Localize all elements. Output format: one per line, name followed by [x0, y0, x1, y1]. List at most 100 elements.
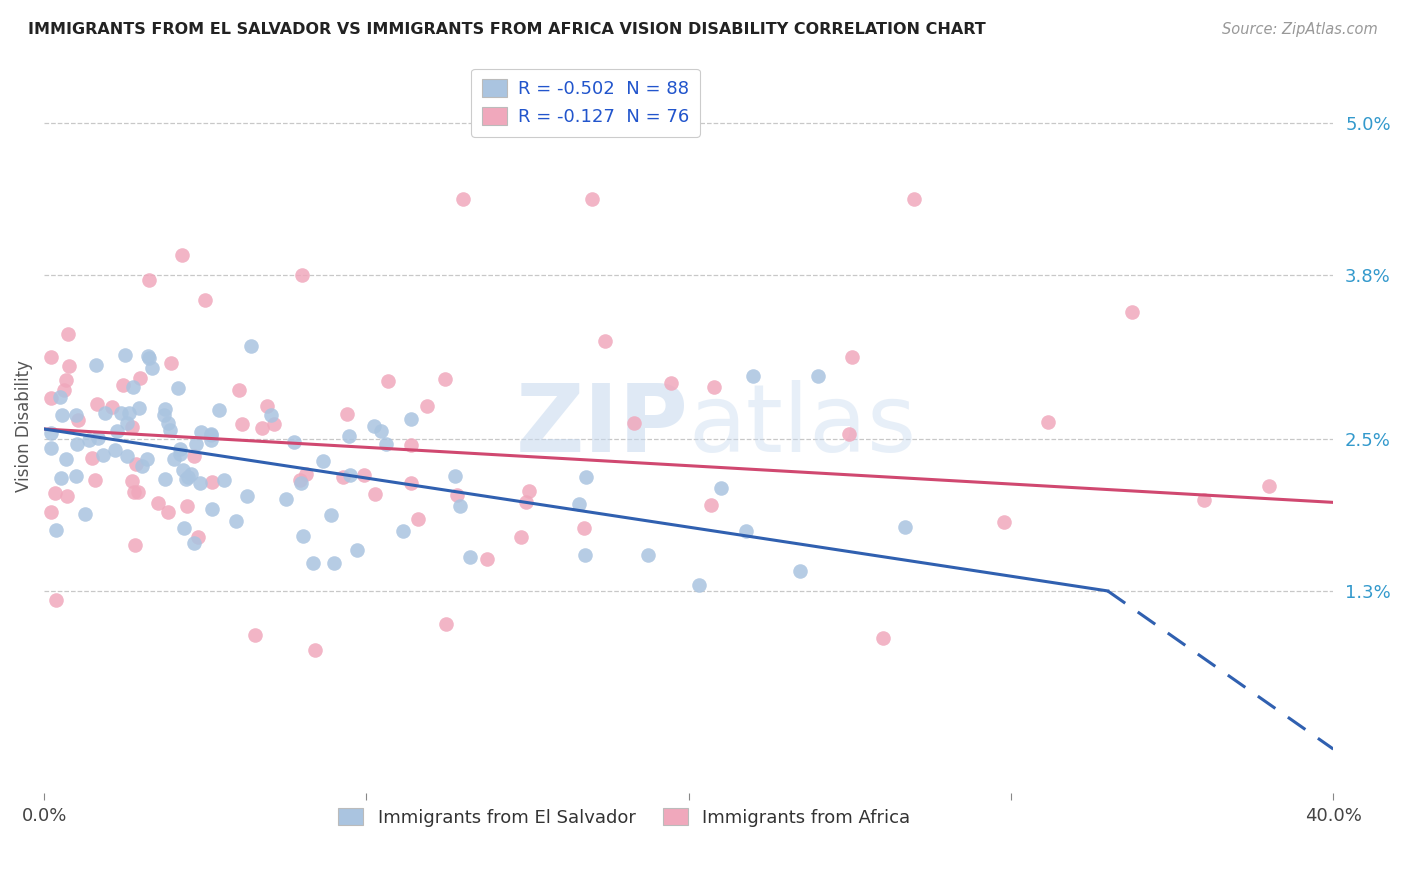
Point: [128, 401, 150, 416]
Point: [148, 495, 170, 509]
Point: [574, 548, 596, 562]
Point: [993, 516, 1015, 530]
Point: [121, 419, 143, 434]
Point: [353, 468, 375, 483]
Point: [1036, 415, 1059, 429]
Point: [124, 485, 146, 500]
Point: [124, 457, 146, 471]
Point: [169, 442, 191, 456]
Point: [290, 476, 312, 491]
Point: [138, 350, 160, 364]
Point: [55, 451, 77, 466]
Point: [240, 339, 263, 353]
Point: [84, 358, 107, 372]
Point: [48, 391, 70, 405]
Point: [274, 491, 297, 506]
Point: [177, 470, 200, 484]
Point: [235, 489, 257, 503]
Point: [180, 467, 202, 482]
Point: [112, 378, 135, 392]
Point: [406, 511, 429, 525]
Point: [225, 514, 247, 528]
Point: [374, 437, 396, 451]
Point: [346, 542, 368, 557]
Point: [172, 463, 194, 477]
Point: [332, 469, 354, 483]
Point: [141, 361, 163, 376]
Point: [568, 497, 591, 511]
Point: [291, 268, 314, 282]
Point: [250, 421, 273, 435]
Point: [65, 408, 87, 422]
Point: [581, 192, 603, 206]
Point: [574, 521, 596, 535]
Point: [451, 192, 474, 206]
Point: [364, 487, 387, 501]
Text: ZIP: ZIP: [516, 381, 689, 473]
Point: [135, 452, 157, 467]
Point: [163, 451, 186, 466]
Point: [458, 549, 481, 564]
Point: [703, 380, 725, 394]
Point: [200, 433, 222, 447]
Point: [336, 408, 359, 422]
Point: [200, 427, 222, 442]
Point: [65, 468, 87, 483]
Point: [128, 371, 150, 385]
Point: [127, 485, 149, 500]
Point: [319, 508, 342, 523]
Point: [434, 372, 457, 386]
Point: [55, 489, 77, 503]
Point: [121, 380, 143, 394]
Point: [51, 408, 73, 422]
Point: [283, 435, 305, 450]
Point: [290, 473, 312, 487]
Point: [201, 475, 224, 490]
Point: [243, 628, 266, 642]
Point: [260, 408, 283, 422]
Point: [475, 552, 498, 566]
Point: [138, 273, 160, 287]
Point: [80, 450, 103, 465]
Point: [709, 481, 731, 495]
Point: [39, 350, 62, 364]
Point: [637, 548, 659, 562]
Point: [593, 334, 616, 349]
Point: [575, 470, 598, 484]
Point: [39, 505, 62, 519]
Point: [263, 417, 285, 431]
Point: [55, 374, 77, 388]
Point: [200, 426, 222, 441]
Text: Source: ZipAtlas.com: Source: ZipAtlas.com: [1222, 22, 1378, 37]
Point: [39, 425, 62, 440]
Point: [446, 488, 468, 502]
Point: [176, 499, 198, 513]
Point: [138, 351, 160, 365]
Point: [256, 399, 278, 413]
Point: [167, 381, 190, 395]
Point: [153, 472, 176, 486]
Point: [194, 293, 217, 307]
Point: [789, 564, 811, 578]
Point: [838, 426, 860, 441]
Point: [91, 448, 114, 462]
Point: [58, 326, 80, 341]
Point: [117, 449, 139, 463]
Point: [228, 383, 250, 397]
Point: [187, 530, 209, 544]
Point: [841, 350, 863, 364]
Point: [83, 473, 105, 487]
Point: [401, 412, 423, 426]
Point: [86, 397, 108, 411]
Point: [186, 437, 208, 451]
Point: [153, 408, 176, 422]
Text: atlas: atlas: [689, 381, 917, 473]
Point: [114, 347, 136, 361]
Point: [73, 507, 96, 521]
Point: [124, 538, 146, 552]
Point: [39, 392, 62, 406]
Point: [392, 524, 415, 538]
Point: [45, 593, 67, 607]
Point: [339, 467, 361, 482]
Point: [377, 374, 399, 388]
